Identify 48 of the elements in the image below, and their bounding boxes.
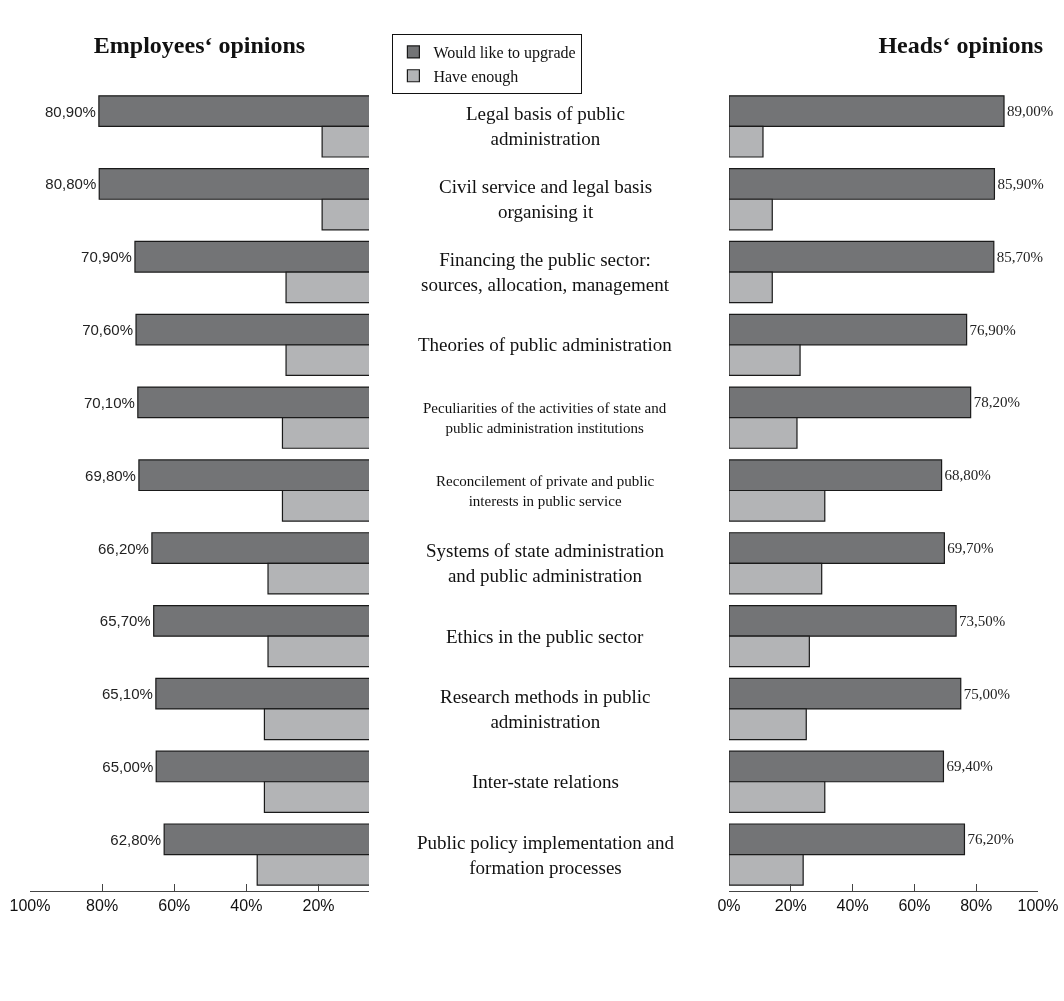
data-label: 85,70% (996, 248, 1044, 265)
y-tick-label: Public policy implementation and formation processes (417, 832, 675, 878)
x-tick-label: 40% (230, 897, 263, 915)
data-label: 69,40% (946, 758, 993, 775)
x-tick-label: 40% (836, 897, 869, 915)
x-tick-label: 0% (717, 897, 741, 915)
y-tick-label: Research methods in public administration (440, 686, 651, 732)
x-tick-label: 20% (302, 897, 335, 915)
data-label: 69,70% (947, 540, 994, 557)
y-tick-label: Financing the public sector: sources, allocation, management (421, 249, 670, 295)
data-label: 76,90% (969, 321, 1016, 338)
y-tick-label: Theories of public administration (418, 334, 673, 355)
data-label: 70,10% (83, 393, 135, 411)
x-tick-label: 100% (9, 897, 51, 915)
x-tick-label: 60% (898, 897, 931, 915)
data-label: 70,60% (82, 321, 134, 339)
x-tick-label: 80% (960, 897, 993, 915)
data-label: 65,00% (102, 757, 154, 775)
data-label: 78,20% (973, 394, 1020, 411)
x-tick-label: 80% (86, 897, 119, 915)
data-label: 68,80% (944, 467, 991, 484)
x-tick-label: 20% (774, 897, 807, 915)
y-tick-label: Reconcilement of private and public interests in public service (436, 473, 655, 509)
data-label: 65,10% (101, 685, 153, 703)
data-label: 80,80% (45, 175, 97, 193)
data-label: 69,80% (85, 466, 136, 484)
data-label: 85,90% (997, 175, 1044, 192)
y-tick-label: Ethics in the public sector (446, 626, 645, 647)
data-label: 75,00% (963, 685, 1010, 702)
y-tick-label: Peculiarities of the activities of state and public administration institutions (423, 400, 667, 436)
data-label: 70,90% (81, 248, 132, 266)
chart-title: Employees‘ opinions (93, 32, 306, 59)
legend-label: Have enough (433, 67, 519, 86)
data-label: 80,90% (45, 102, 96, 120)
y-tick-label: Legal basis of public administration (466, 103, 625, 149)
data-label: 66,20% (98, 539, 149, 557)
data-label: 62,80% (110, 830, 162, 848)
x-tick-label: 100% (1017, 897, 1059, 915)
chart-title: Heads‘ opinions (878, 32, 1044, 59)
data-label: 73,50% (959, 612, 1006, 629)
y-tick-label: Systems of state administration and public administration (426, 540, 665, 586)
data-label: 76,20% (967, 831, 1014, 848)
x-tick-label: 60% (158, 897, 191, 915)
y-tick-label: Civil service and legal basis organising it (439, 176, 653, 222)
y-tick-label: Inter-state relations (472, 771, 619, 792)
legend-label: Would like to upgrade (433, 44, 576, 63)
data-label: 89,00% (1007, 103, 1054, 120)
data-label: 65,70% (99, 612, 151, 630)
